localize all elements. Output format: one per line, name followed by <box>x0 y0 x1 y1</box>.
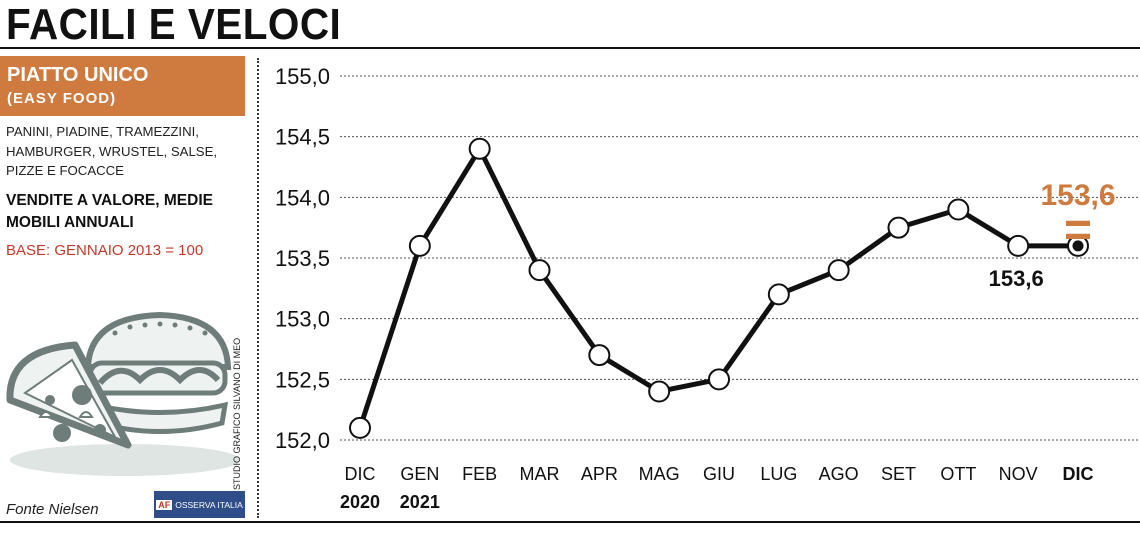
series-points <box>349 137 1089 439</box>
y-axis-tick-labels: 152,0 152,5 153,0 153,5 154,0 154,5 155,0 <box>275 64 330 453</box>
data-point <box>887 216 910 239</box>
data-point <box>767 283 790 306</box>
x-tick-label: DIC <box>345 464 376 484</box>
source-note: Fonte Nielsen <box>6 501 99 518</box>
equal-symbol: = <box>1064 204 1092 257</box>
y-tick-label: 154,0 <box>275 185 330 210</box>
top-rule <box>0 47 1140 49</box>
page-title: FACILI E VELOCI <box>6 0 342 49</box>
data-point <box>1007 234 1030 257</box>
base-note: BASE: GENNAIO 2013 = 100 <box>6 242 204 259</box>
data-point <box>947 198 970 221</box>
y-tick-label: 154,5 <box>275 125 330 150</box>
grid-lines <box>340 75 1140 441</box>
logo-mark: AF <box>156 499 173 510</box>
x-tick-label: MAR <box>520 464 560 484</box>
category-description: PANINI, PIADINE, TRAMEZZINI, HAMBURGER, … <box>6 124 218 178</box>
x-tick-label: DIC <box>1063 464 1094 484</box>
last-value-label: 153,6 <box>1040 179 1115 212</box>
nov-value-label: 153,6 <box>989 266 1044 291</box>
logo-text: OSSERVA ITALIA <box>175 499 243 510</box>
x-tick-label: 2021 <box>400 492 440 512</box>
measure-description: VENDITE A VALORE, MEDIE MOBILI ANNUALI <box>6 192 213 231</box>
data-point <box>648 380 671 403</box>
highlight-point-core <box>1072 240 1084 252</box>
x-tick-label: GIU <box>703 464 735 484</box>
category-box-subtitle: (EASY FOOD) <box>7 90 117 107</box>
data-point <box>588 344 611 367</box>
x-tick-label: SET <box>881 464 916 484</box>
data-point <box>827 259 850 282</box>
x-tick-label: NOV <box>999 464 1038 484</box>
osserva-italia-logo: AF OSSERVA ITALIA <box>154 491 245 518</box>
y-tick-label: 153,0 <box>275 307 330 332</box>
y-tick-label: 155,0 <box>275 64 330 89</box>
category-box-title: PIATTO UNICO <box>7 64 149 86</box>
x-tick-label: FEB <box>462 464 497 484</box>
x-tick-label: OTT <box>940 464 976 484</box>
x-tick-label: APR <box>581 464 618 484</box>
x-axis-tick-labels: DIC 2020 GEN 2021 FEB MAR APR MAG GIU LUG AGO SET OT… <box>340 464 1094 512</box>
y-tick-label: 152,0 <box>275 428 330 453</box>
data-point <box>528 259 551 282</box>
x-tick-label: MAG <box>639 464 680 484</box>
y-tick-label: 152,5 <box>275 367 330 392</box>
y-tick-label: 153,5 <box>275 246 330 271</box>
pizza-and-burger-icon <box>6 311 240 476</box>
data-point <box>468 137 491 160</box>
sidebar-divider <box>257 58 259 518</box>
x-tick-label: AGO <box>819 464 859 484</box>
data-point <box>349 416 371 439</box>
x-tick-label: GEN <box>400 464 439 484</box>
category-box <box>0 56 245 116</box>
x-tick-label: 2020 <box>340 492 380 512</box>
data-point <box>708 368 730 391</box>
x-tick-label: LUG <box>760 464 797 484</box>
bottom-rule <box>0 521 1140 523</box>
data-point <box>408 234 431 257</box>
